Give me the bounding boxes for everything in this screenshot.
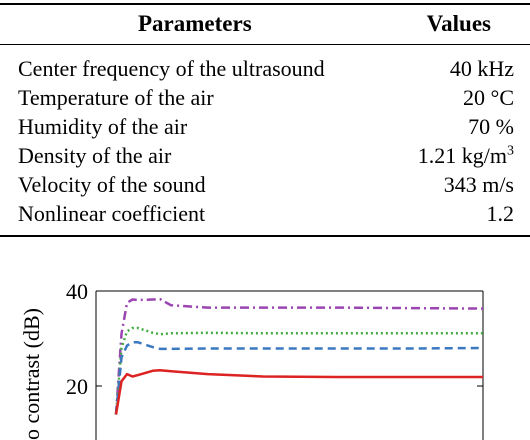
series-line-4 xyxy=(114,369,483,415)
y-tick-label: 40 xyxy=(66,279,88,304)
contrast-chart: 20 40 o contrast (dB) xyxy=(19,279,484,440)
y-axis-label: o contrast (dB) xyxy=(19,308,44,440)
parameter-name: Density of the air xyxy=(18,143,172,168)
value-superscript: 3 xyxy=(507,143,514,159)
series-line-2 xyxy=(114,326,483,415)
table-row: Nonlinear coefficient 1.2 xyxy=(0,199,530,228)
table-row: Velocity of the sound 343 m/s xyxy=(0,170,530,199)
parameter-value: 70 % xyxy=(468,114,514,139)
parameter-name: Velocity of the sound xyxy=(18,172,206,197)
parameter-name: Humidity of the air xyxy=(18,114,188,139)
values-header: Values xyxy=(426,11,491,36)
table-row: Humidity of the air 70 % xyxy=(0,112,530,141)
table-row: Temperature of the air 20 °C xyxy=(0,83,530,112)
series-line-1 xyxy=(114,297,484,415)
parameter-value: 40 kHz xyxy=(449,56,514,81)
parameter-value: 1.21 kg/m3 xyxy=(418,141,514,170)
parameter-name: Center frequency of the ultrasound xyxy=(18,56,325,81)
parameter-table-body: Center frequency of the ultrasound 40 kH… xyxy=(0,54,530,228)
y-tick-label: 20 xyxy=(66,374,88,399)
table-row: Center frequency of the ultrasound 40 kH… xyxy=(0,54,530,83)
parameter-value: 20 °C xyxy=(463,85,514,110)
parameter-name: Nonlinear coefficient xyxy=(18,201,206,226)
table-top-rule xyxy=(0,3,530,5)
parameter-value: 1.2 xyxy=(486,201,515,226)
table-row: Density of the air 1.21 kg/m3 xyxy=(0,141,530,170)
parameters-header: Parameters xyxy=(138,11,252,36)
parameter-name: Temperature of the air xyxy=(18,85,214,110)
parameter-value: 343 m/s xyxy=(443,172,514,197)
value-text: 1.21 kg/m xyxy=(417,143,507,168)
table-header-rule xyxy=(0,44,530,45)
table-bottom-rule xyxy=(0,235,530,237)
series-line-3 xyxy=(114,341,484,415)
